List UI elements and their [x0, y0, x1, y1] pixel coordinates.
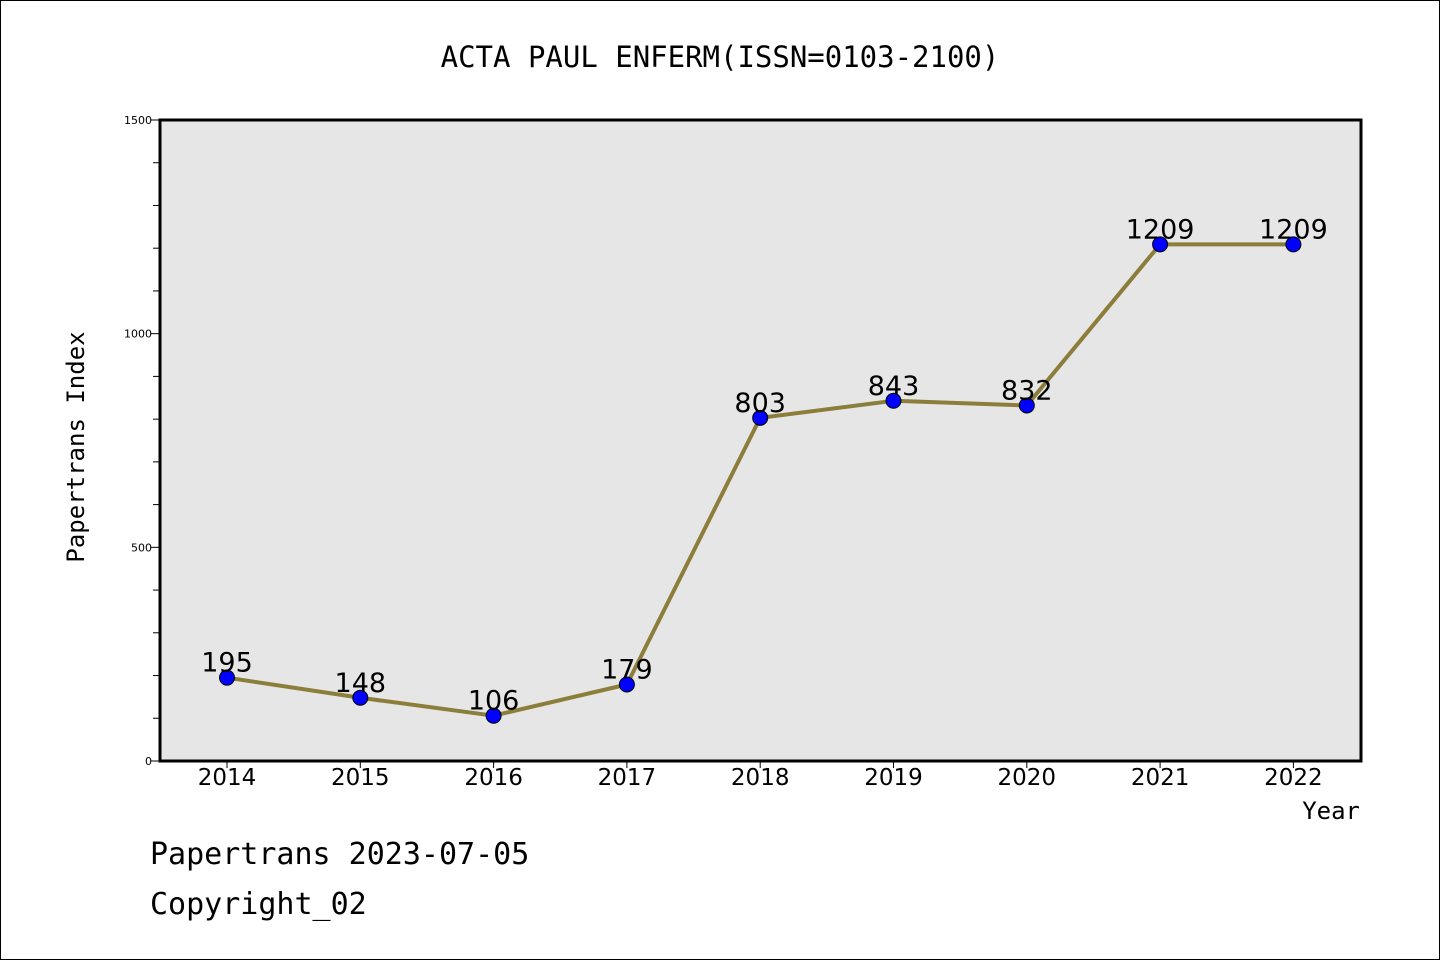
- footer-date: Papertrans 2023-07-05: [150, 837, 529, 872]
- data-point: [1018, 397, 1035, 414]
- chart-title: ACTA PAUL ENFERM(ISSN=0103-2100): [441, 40, 1000, 74]
- x-tick-label: 2021: [1131, 765, 1190, 791]
- data-label: 106: [468, 686, 520, 717]
- y-axis-label: Papertrans Index: [62, 331, 90, 562]
- data-label: 843: [868, 371, 920, 402]
- data-label: 1209: [1259, 214, 1328, 245]
- plot-area: [158, 118, 1363, 763]
- data-point: [219, 669, 235, 686]
- x-axis: 2014 2015 2016 2017 2018 2019 2020 2021 2022: [198, 761, 1323, 791]
- data-label: 832: [1001, 375, 1053, 406]
- x-tick-label: 2018: [731, 765, 790, 791]
- data-label: 803: [734, 388, 786, 419]
- x-tick-label: 2022: [1264, 765, 1323, 791]
- x-tick-label: 2014: [198, 765, 257, 791]
- series-layer: [219, 236, 1302, 724]
- x-axis-label: Year: [1302, 797, 1360, 825]
- x-tick-label: 2020: [998, 765, 1057, 791]
- data-labels-layer: 195 148 106 179 803 843 832 1209 1209: [201, 214, 1328, 716]
- y-tick-label: 500: [131, 541, 152, 554]
- y-axis: 0 500 1000 1500: [124, 114, 160, 768]
- x-tick-label: 2019: [864, 765, 923, 791]
- data-point: [885, 392, 902, 409]
- footer-copyright: Copyright_02: [150, 887, 367, 922]
- x-tick-label: 2017: [598, 765, 657, 791]
- data-point: [1285, 236, 1302, 253]
- y-tick-label: 1500: [124, 114, 152, 127]
- y-tick-label: 0: [145, 755, 152, 768]
- data-point: [618, 676, 635, 693]
- x-tick-label: 2015: [331, 765, 390, 791]
- x-tick-label: 2016: [464, 765, 523, 791]
- data-label: 179: [601, 655, 653, 686]
- data-label: 195: [201, 648, 253, 679]
- data-label: 148: [335, 668, 387, 699]
- data-point: [485, 707, 502, 724]
- data-point: [752, 409, 769, 426]
- data-label: 1209: [1126, 214, 1195, 245]
- y-tick-label: 1000: [124, 328, 152, 341]
- data-point: [352, 689, 369, 706]
- data-point: [1152, 236, 1169, 253]
